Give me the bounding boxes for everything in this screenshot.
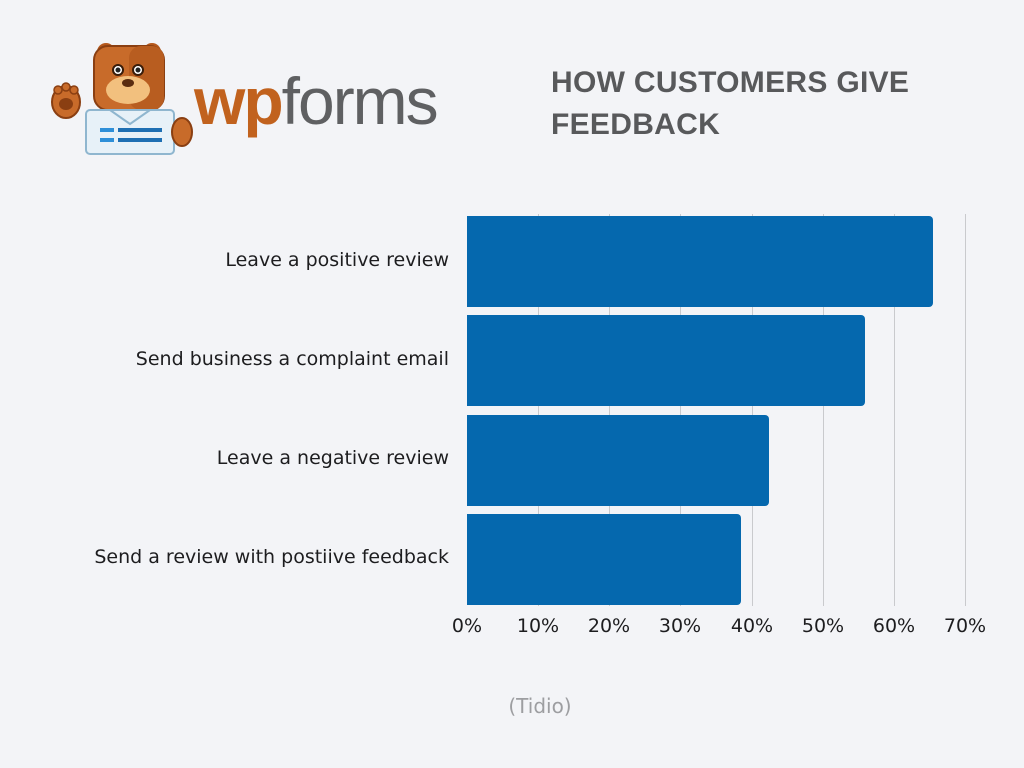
wpforms-wordmark: wpforms <box>194 68 439 134</box>
gridline <box>680 214 681 606</box>
x-tick-label: 20% <box>587 615 631 637</box>
category-label: Send a review with postiive feedback <box>94 546 449 568</box>
x-tick-label: 10% <box>516 615 560 637</box>
bear-mascot-icon <box>51 43 193 155</box>
wordmark-forms: forms <box>281 64 439 138</box>
bar <box>467 415 769 506</box>
gridline <box>965 214 966 606</box>
gridline <box>538 214 539 606</box>
bar <box>467 315 865 406</box>
x-tick-label: 30% <box>658 615 702 637</box>
bar <box>467 514 741 605</box>
x-tick-label: 50% <box>801 615 845 637</box>
gridline <box>823 214 824 606</box>
gridline <box>894 214 895 606</box>
x-tick-label: 0% <box>451 615 483 637</box>
category-label: Leave a negative review <box>216 447 449 469</box>
category-label: Leave a positive review <box>225 249 449 271</box>
chart-title: HOW CUSTOMERS GIVE FEEDBACK <box>551 66 910 141</box>
x-tick-label: 40% <box>730 615 774 637</box>
gridline <box>609 214 610 606</box>
gridline <box>752 214 753 606</box>
x-tick-label: 70% <box>943 615 987 637</box>
source-credit: (Tidio) <box>508 694 572 718</box>
x-tick-label: 60% <box>872 615 916 637</box>
category-label: Send business a complaint email <box>135 348 449 370</box>
bar <box>467 216 933 307</box>
wpforms-logo: wpforms <box>44 40 454 160</box>
wordmark-wp: wp <box>194 64 284 138</box>
